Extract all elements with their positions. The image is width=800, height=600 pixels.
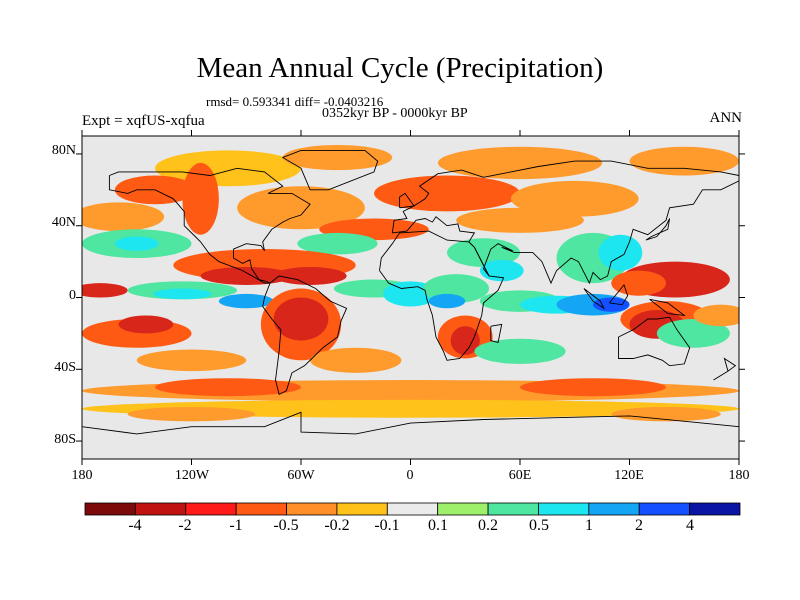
colorbar-label: 0.5 — [529, 517, 549, 534]
anomaly-region — [520, 378, 666, 397]
rmsd-diff-stats: rmsd= 0.593341 diff= -0.0403216 — [206, 94, 384, 109]
colorbar-swatch — [286, 502, 338, 516]
anomaly-region — [273, 266, 347, 285]
colorbar-swatch — [538, 502, 590, 516]
colorbar-swatch — [588, 502, 640, 516]
anomaly-region — [218, 293, 274, 309]
anomaly-region — [153, 288, 212, 300]
lon-label-60e: 60E — [508, 468, 532, 483]
colorbar-label: 4 — [686, 517, 694, 534]
anomaly-region — [629, 146, 739, 176]
anomaly-region — [598, 234, 643, 271]
colorbar-label: -0.2 — [324, 517, 350, 534]
coastline — [108, 167, 311, 284]
anomaly-region — [611, 406, 721, 422]
colorbar — [84, 502, 741, 516]
lat-label-40n: 40N — [51, 215, 76, 230]
lon-label-0: 0 — [406, 468, 414, 483]
coastline — [583, 288, 606, 310]
lon-label-120w: 120W — [174, 468, 210, 483]
colorbar-label: -2 — [178, 517, 192, 534]
colorbar-swatch — [235, 502, 287, 516]
coastline — [713, 357, 737, 381]
anomaly-region — [310, 347, 402, 373]
lon-label-60w: 60W — [287, 468, 315, 483]
period-label: 0352kyr BP - 0000kyr BP — [322, 106, 468, 121]
colorbar-swatch — [386, 502, 439, 516]
coastline — [379, 230, 505, 361]
colorbar-label: 1 — [585, 517, 593, 534]
coastlines — [82, 149, 739, 435]
anomaly-region — [182, 162, 219, 235]
axis-ticks — [76, 130, 745, 465]
coastline — [391, 160, 739, 285]
experiment-label: Expt = xqfUS-xqfua — [82, 113, 205, 129]
anomaly-region — [237, 186, 365, 230]
anomaly-region — [282, 144, 393, 171]
anomaly-region — [155, 378, 301, 397]
coastline — [649, 298, 686, 317]
lon-label-180e: 180 — [728, 468, 750, 483]
colorbar-label: 2 — [635, 517, 643, 534]
anomaly-region — [474, 338, 566, 364]
anomaly-region — [127, 406, 256, 422]
coastline — [490, 323, 503, 343]
anomaly-region — [510, 180, 639, 217]
colorbar-label: 0.1 — [428, 517, 448, 534]
coastline — [82, 411, 739, 435]
lat-label-0: 0 — [69, 288, 76, 303]
coastline — [609, 283, 629, 306]
colorbar-label: 0.2 — [478, 517, 498, 534]
anomaly-region — [114, 236, 159, 251]
anomaly-regions — [82, 144, 739, 422]
anomaly-region — [118, 315, 174, 334]
anomaly-region — [136, 349, 247, 372]
colorbar-swatch — [638, 502, 691, 516]
anomaly-region — [611, 270, 666, 296]
map-field — [82, 136, 739, 459]
anomaly-region — [450, 326, 480, 355]
colorbar-swatch — [134, 502, 187, 516]
anomaly-region — [297, 232, 378, 255]
map-title: Mean Annual Cycle (Precipitation) — [196, 52, 604, 84]
anomaly-region — [374, 175, 520, 212]
anomaly-region — [200, 266, 292, 285]
coastline — [618, 316, 691, 367]
anomaly-region — [456, 207, 584, 233]
anomaly-region — [428, 293, 466, 309]
colorbar-swatch — [84, 502, 136, 516]
anomaly-region — [82, 202, 165, 232]
lon-label-120e: 120E — [614, 468, 644, 483]
coastline — [645, 218, 671, 241]
lat-label-40s: 40S — [54, 360, 76, 375]
coastline — [399, 192, 415, 209]
colorbar-label: -0.5 — [273, 517, 299, 534]
coastline — [262, 275, 348, 396]
lon-label-180w: 180 — [71, 468, 93, 483]
colorbar-swatch — [336, 502, 388, 516]
anomaly-region — [82, 283, 128, 298]
anomaly-region — [593, 297, 630, 312]
colorbar-swatch — [487, 502, 539, 516]
colorbar-swatch — [437, 502, 489, 516]
colorbar-label: -1 — [229, 517, 243, 534]
lat-label-80n: 80N — [51, 143, 76, 158]
colorbar-swatch — [185, 502, 237, 516]
colorbar-label: -0.1 — [374, 517, 400, 534]
anomaly-region — [693, 304, 739, 327]
colorbar-swatch — [689, 502, 741, 516]
lat-label-80s: 80S — [54, 432, 76, 447]
colorbar-label: -4 — [128, 517, 142, 534]
anomaly-region — [273, 297, 329, 341]
season-label: ANN — [709, 110, 743, 126]
anomaly-region — [437, 146, 603, 180]
coastline — [281, 149, 379, 191]
